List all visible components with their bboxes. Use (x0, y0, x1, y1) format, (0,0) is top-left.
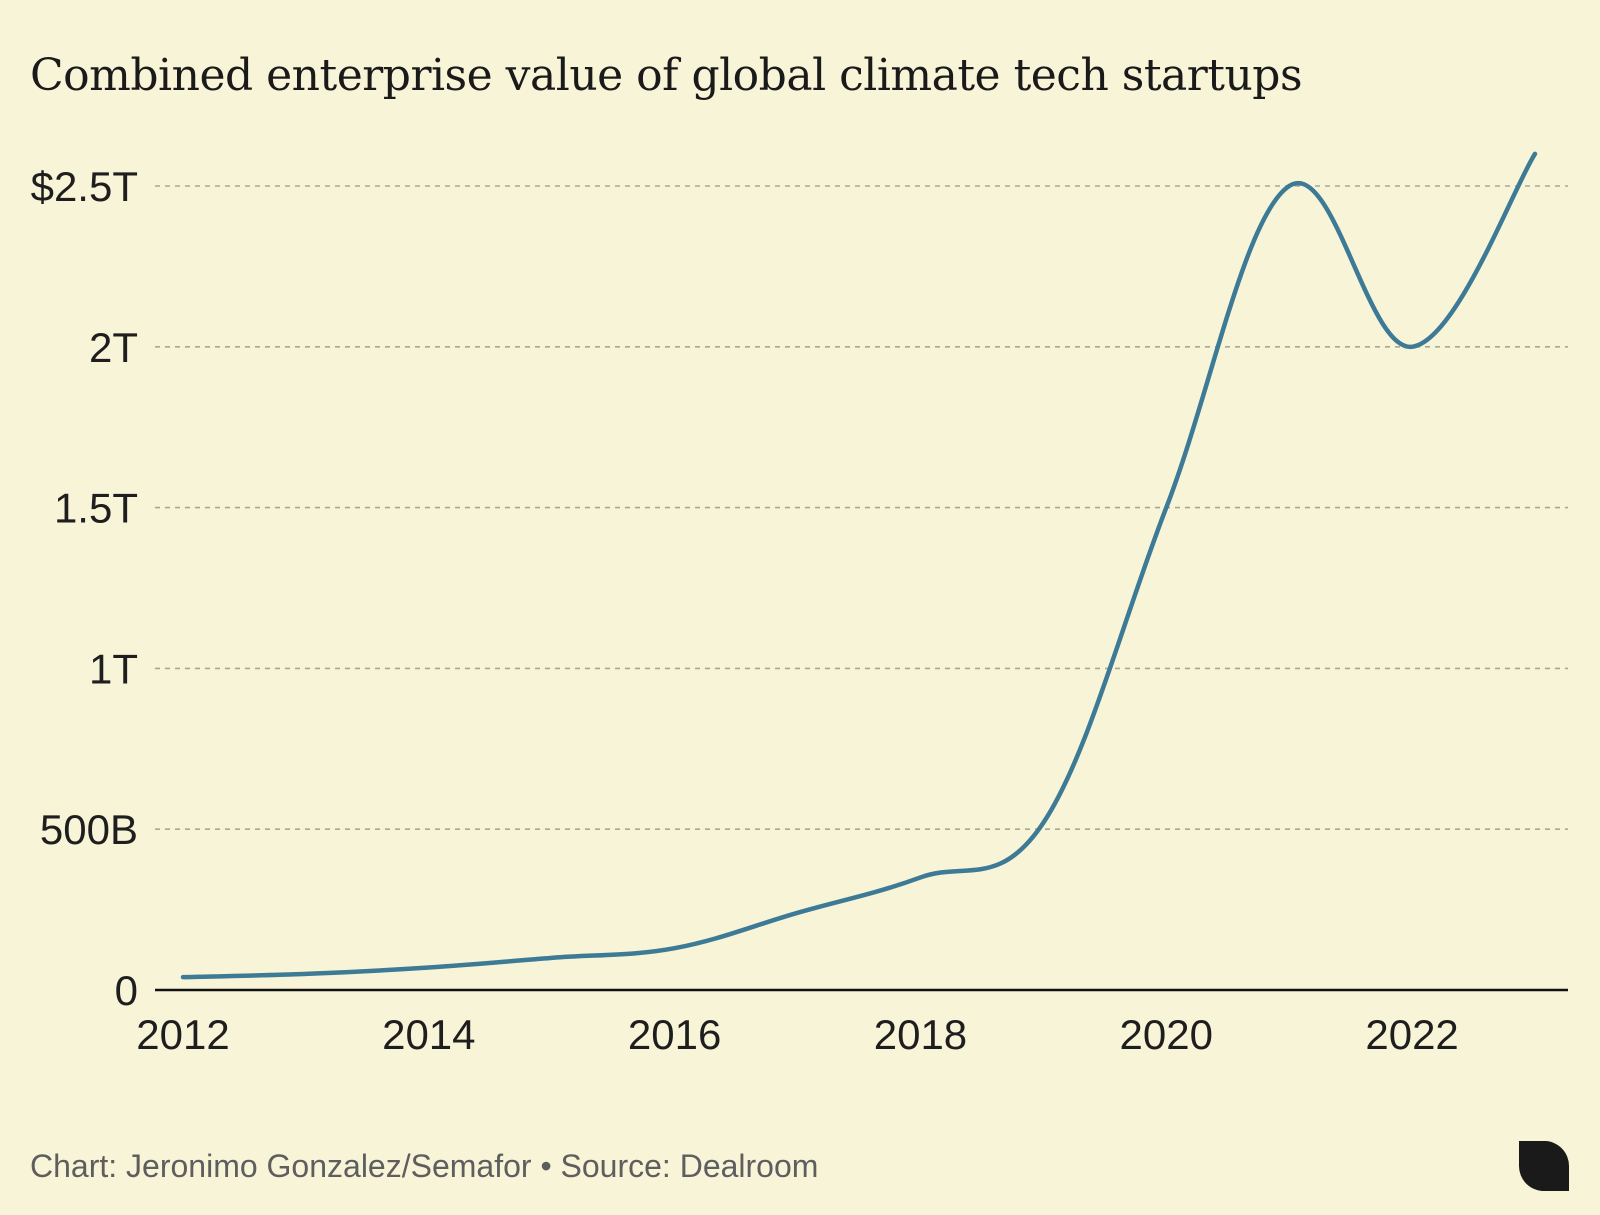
y-tick-label: 500B (40, 806, 138, 853)
x-axis-labels: 2012 2014 2016 2018 2020 2022 (136, 1011, 1459, 1058)
gridlines (155, 185, 1568, 831)
x-tick-label: 2012 (136, 1011, 229, 1058)
x-tick-label: 2016 (628, 1011, 721, 1058)
y-tick-label: 0 (115, 967, 138, 1014)
x-tick-label: 2020 (1120, 1011, 1213, 1058)
series-line (180, 151, 1538, 980)
source-credit: Chart: Jeronimo Gonzalez/Semafor • Sourc… (30, 1148, 819, 1184)
y-tick-label: $2.5T (31, 163, 138, 210)
x-tick-label: 2018 (874, 1011, 967, 1058)
y-tick-label: 1T (89, 645, 138, 692)
y-tick-label: 1.5T (54, 485, 138, 532)
chart-title: Combined enterprise value of global clim… (30, 50, 1303, 101)
semafor-logo-icon (1518, 1141, 1570, 1191)
x-tick-label: 2022 (1365, 1011, 1458, 1058)
y-axis-labels: 0 500B 1T 1.5T 2T $2.5T (31, 163, 138, 1014)
x-tick-label: 2014 (382, 1011, 475, 1058)
y-tick-label: 2T (89, 324, 138, 371)
